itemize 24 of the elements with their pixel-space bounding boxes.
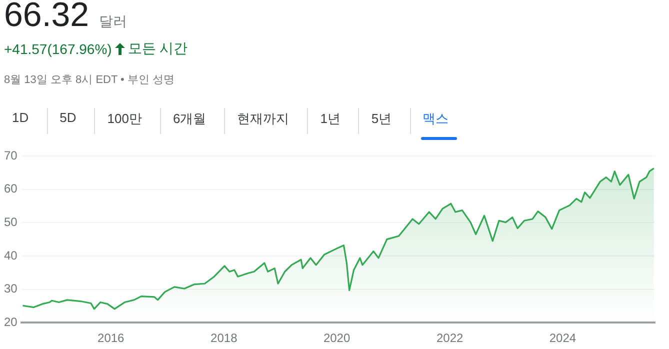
y-tick-label: 20 [4,314,18,329]
y-tick-label: 50 [4,214,18,229]
y-tick-label: 40 [4,248,18,262]
text: 맥스 [422,110,450,128]
chart-title: 66.32 [4,0,90,35]
text: 5년 [359,108,411,134]
text: 100만 [95,108,161,134]
x-tick-label: 2022 [436,331,464,346]
x-tick-label: 2016 [98,331,125,346]
y-tick-label: 30 [4,282,18,296]
text: 모든 시간 [128,40,188,58]
x-tick-label: 2020 [323,331,350,346]
text: 달러 [99,13,128,31]
text: 1년 [308,108,360,134]
text: 5D [48,108,96,134]
x-tick-label: 2018 [210,331,238,346]
text: 6개월 [160,108,226,134]
text: 1D [0,108,48,134]
y-tick-label: 60 [4,182,18,196]
text: +41.57(167.96%) [4,41,112,57]
y-tick-label: 70 [4,148,18,162]
x-tick-label: 2024 [549,331,576,346]
text: 현재까지 [225,108,308,134]
text: 8월 13일 오후 8시 EDT • 부인 성명 [4,73,175,87]
